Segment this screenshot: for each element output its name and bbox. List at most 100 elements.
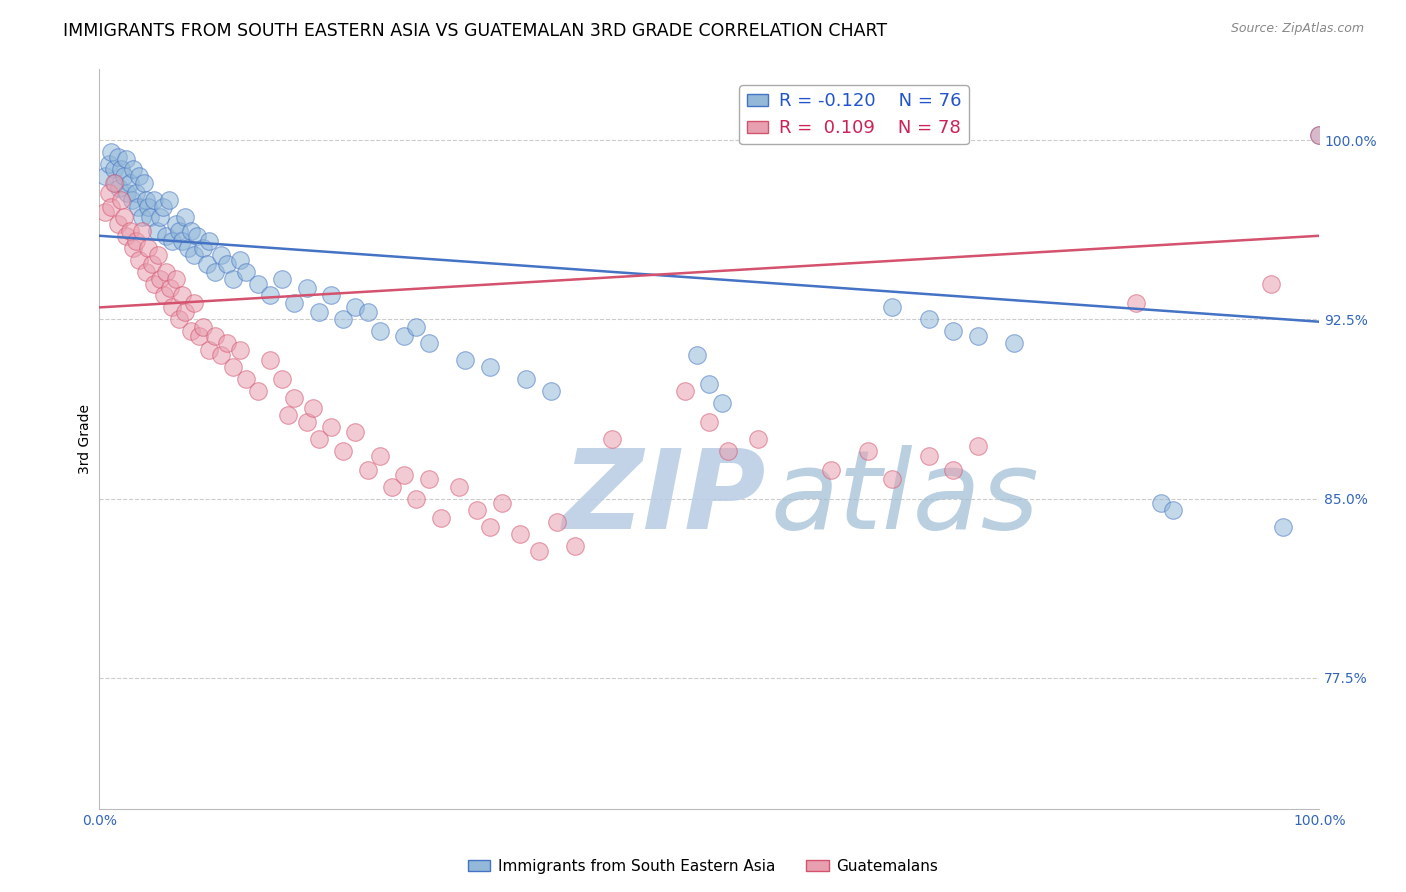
Point — [710, 396, 733, 410]
Point — [509, 527, 531, 541]
Point — [449, 479, 471, 493]
Point — [103, 161, 125, 176]
Point — [332, 312, 354, 326]
Point — [100, 200, 122, 214]
Point — [217, 336, 239, 351]
Point — [162, 301, 184, 315]
Point — [747, 432, 769, 446]
Legend: R = -0.120    N = 76, R =  0.109    N = 78: R = -0.120 N = 76, R = 0.109 N = 78 — [740, 85, 969, 145]
Point — [180, 224, 202, 238]
Point — [94, 205, 117, 219]
Point — [271, 271, 294, 285]
Point — [1002, 336, 1025, 351]
Point — [173, 210, 195, 224]
Point — [177, 241, 200, 255]
Point — [209, 248, 232, 262]
Text: atlas: atlas — [770, 444, 1039, 551]
Point — [394, 467, 416, 482]
Point — [139, 210, 162, 224]
Point — [183, 295, 205, 310]
Point — [103, 176, 125, 190]
Point — [165, 217, 187, 231]
Point — [135, 193, 157, 207]
Point — [98, 186, 121, 200]
Point — [344, 425, 367, 439]
Point — [131, 224, 153, 238]
Point — [135, 264, 157, 278]
Point — [198, 234, 221, 248]
Point — [515, 372, 537, 386]
Point — [1161, 503, 1184, 517]
Legend: Immigrants from South Eastern Asia, Guatemalans: Immigrants from South Eastern Asia, Guat… — [461, 853, 945, 880]
Point — [454, 353, 477, 368]
Point — [157, 193, 180, 207]
Point — [356, 463, 378, 477]
Point — [717, 443, 740, 458]
Point — [134, 176, 156, 190]
Point — [301, 401, 323, 415]
Point — [271, 372, 294, 386]
Point — [107, 217, 129, 231]
Point — [966, 329, 988, 343]
Point — [394, 329, 416, 343]
Point — [94, 169, 117, 183]
Point — [295, 415, 318, 429]
Point — [228, 343, 250, 358]
Point — [1271, 520, 1294, 534]
Point — [173, 305, 195, 319]
Point — [527, 544, 550, 558]
Point — [107, 181, 129, 195]
Point — [217, 257, 239, 271]
Point — [381, 479, 404, 493]
Point — [308, 305, 330, 319]
Point — [165, 271, 187, 285]
Point — [167, 224, 190, 238]
Point — [172, 288, 194, 302]
Point — [115, 153, 138, 167]
Point — [882, 472, 904, 486]
Text: Source: ZipAtlas.com: Source: ZipAtlas.com — [1230, 22, 1364, 36]
Point — [136, 200, 159, 214]
Point — [418, 472, 440, 486]
Point — [405, 319, 427, 334]
Point — [186, 228, 208, 243]
Point — [180, 324, 202, 338]
Point — [1308, 128, 1330, 143]
Point — [195, 257, 218, 271]
Point — [405, 491, 427, 506]
Point — [283, 295, 305, 310]
Point — [100, 145, 122, 160]
Point — [127, 200, 149, 214]
Point — [149, 271, 172, 285]
Point — [430, 510, 453, 524]
Point — [155, 228, 177, 243]
Point — [118, 176, 141, 190]
Point — [191, 241, 214, 255]
Point — [478, 360, 501, 375]
Point — [188, 329, 211, 343]
Point — [110, 161, 132, 176]
Point — [1260, 277, 1282, 291]
Point — [107, 150, 129, 164]
Point — [198, 343, 221, 358]
Y-axis label: 3rd Grade: 3rd Grade — [79, 404, 93, 474]
Point — [699, 376, 721, 391]
Point — [121, 193, 143, 207]
Point — [277, 408, 299, 422]
Point — [246, 384, 269, 398]
Point — [966, 439, 988, 453]
Point — [112, 210, 135, 224]
Point — [222, 271, 245, 285]
Point — [115, 228, 138, 243]
Point — [418, 336, 440, 351]
Point — [564, 539, 586, 553]
Point — [112, 169, 135, 183]
Point — [699, 415, 721, 429]
Point — [191, 319, 214, 334]
Point — [856, 443, 879, 458]
Point — [209, 348, 232, 362]
Point — [478, 520, 501, 534]
Point — [246, 277, 269, 291]
Point — [125, 234, 148, 248]
Point — [918, 312, 941, 326]
